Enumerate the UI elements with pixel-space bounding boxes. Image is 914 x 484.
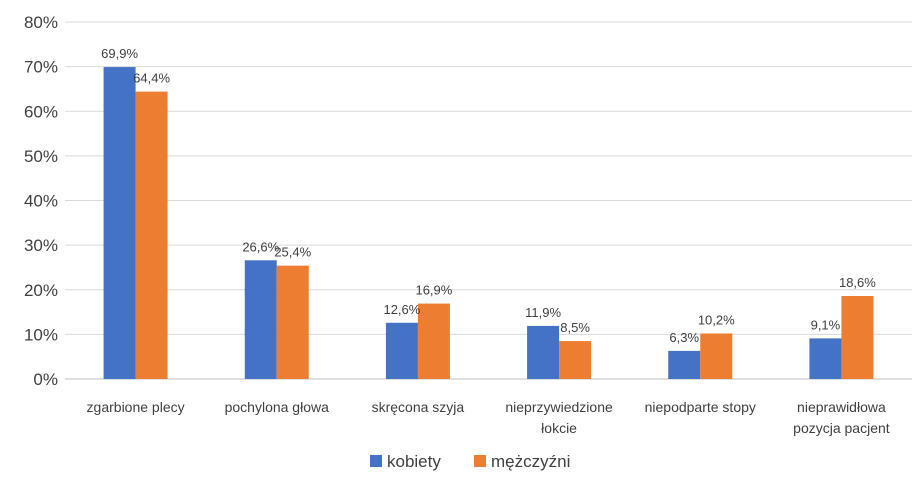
bar-mezczyzni (276, 265, 309, 379)
y-tick-label: 0% (33, 370, 58, 389)
data-label: 11,9% (525, 305, 561, 320)
x-tick-label: niepodparte stopy (645, 399, 756, 415)
data-label: 69,9% (101, 46, 138, 61)
bar-kobiety (527, 325, 560, 379)
x-tick-label: pozycja pacjent (793, 420, 890, 436)
x-tick-label: nieprzywiedzione (505, 399, 613, 415)
bar-mezczyzni (135, 91, 168, 380)
bar-kobiety (103, 67, 136, 379)
bar-kobiety (244, 260, 277, 379)
data-label: 26,6% (242, 239, 279, 254)
legend-label: kobiety (387, 452, 441, 471)
bar-kobiety (385, 322, 418, 379)
y-tick-label: 70% (24, 58, 58, 77)
y-tick-label: 10% (24, 325, 58, 344)
legend: kobiety mężczyźni (370, 452, 570, 471)
y-tick-label: 40% (24, 192, 58, 211)
bar-mezczyzni (841, 295, 874, 379)
data-label: 16,9% (415, 283, 452, 298)
x-tick-label: nieprawidłowa (797, 399, 886, 415)
x-tick-label: zgarbione plecy (87, 399, 185, 415)
bar-kobiety (668, 350, 701, 379)
y-tick-label: 50% (24, 147, 58, 166)
legend-label: mężczyźni (491, 452, 570, 471)
data-labels: 69,9% 64,4% 26,6%25,4% 12,6% 16,9% 11,9%8,5% 6… (101, 46, 876, 345)
gridlines (65, 21, 912, 380)
legend-swatch (370, 455, 382, 467)
data-label: 6,3% (669, 330, 699, 345)
y-tick-label: 80% (24, 13, 58, 32)
y-tick-label: 20% (24, 281, 58, 300)
y-tick-label: 30% (24, 236, 58, 255)
y-axis-tick-labels: 0% 10% 20% 30% 40% 50% 60% 70% 80% (24, 13, 58, 389)
bar-mezczyzni (559, 341, 592, 379)
data-label: 64,4% (133, 71, 170, 86)
data-label: 10,2% (698, 312, 735, 327)
data-label: 18,6% (839, 275, 876, 290)
x-tick-label: łokcie (541, 420, 577, 436)
data-label: 25,4% (274, 245, 311, 260)
data-label: 12,6% (383, 302, 420, 317)
bar-mezczyzni (700, 333, 733, 379)
x-tick-label: pochylona głowa (225, 399, 330, 415)
y-tick-label: 60% (24, 102, 58, 121)
data-label: 8,5% (560, 320, 590, 335)
bar-mezczyzni (417, 303, 450, 379)
x-tick-label: skręcona szyja (372, 399, 465, 415)
bar-kobiety (809, 338, 842, 379)
data-label: 9,1% (811, 317, 841, 332)
bars (103, 67, 874, 380)
x-axis-tick-labels: zgarbione plecy pochylona głowa skręcona s… (87, 399, 890, 436)
legend-swatch (474, 455, 486, 467)
